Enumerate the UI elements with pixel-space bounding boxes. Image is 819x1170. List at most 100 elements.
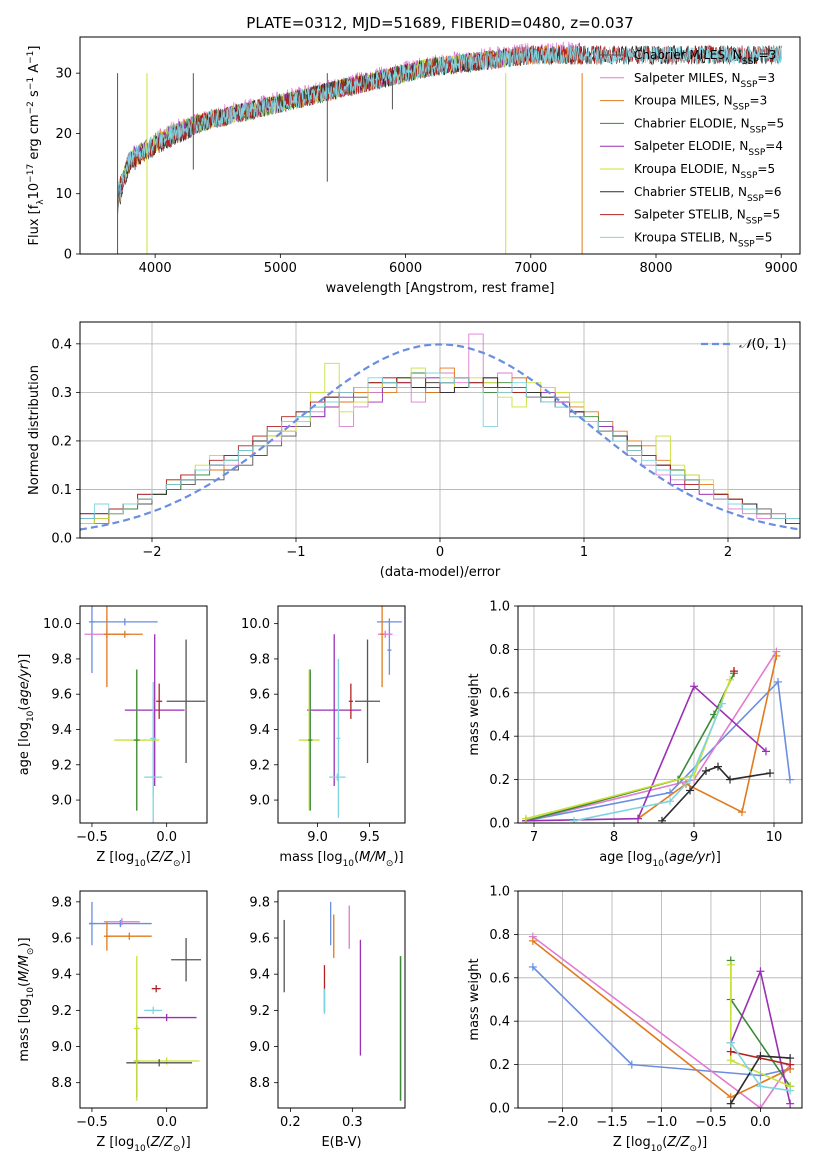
x-tick-label: 0.2 (280, 1115, 301, 1130)
legend-label: Kroupa MILES, NSSP=3 (634, 94, 767, 113)
y-tick-label: 9.2 (51, 1004, 72, 1019)
y-tick-label: 9.4 (249, 723, 270, 738)
x-tick-label: 9 (690, 830, 698, 845)
x-axis-label: Z [log10(Z/Z⊙)] (96, 1135, 190, 1154)
y-tick-label: 0.2 (489, 1058, 510, 1073)
x-tick-label: −1 (286, 545, 305, 560)
y-tick-label: 9.6 (51, 688, 72, 703)
x-tick-label: 0.0 (750, 1115, 771, 1130)
y-tick-label: 0.0 (489, 817, 510, 832)
x-tick-label: −2 (142, 545, 161, 560)
x-axis-label: age [log10(age/yr)] (599, 850, 721, 869)
y-tick-label: 0.1 (51, 483, 72, 498)
legend-label: Chabrier ELODIE, NSSP=5 (634, 116, 784, 135)
age-vs-metallicity-panel: −0.5 0.0 9.0 9.2 9.4 9.6 9.8 10.0 Z [log10(Z/Z⊙)… (17, 605, 208, 869)
spectrum-legend: Chabrier MILES, NSSP=3 Salpeter MILES, NS… (600, 48, 784, 249)
x-tick-label: 6000 (389, 261, 422, 276)
y-tick-label: 0.0 (51, 532, 72, 547)
weight-series-line (637, 655, 778, 820)
y-tick-label: 9.0 (51, 1040, 72, 1055)
legend-label: 𝒩(0, 1) (739, 337, 786, 352)
y-tick-label: 0.3 (51, 386, 72, 401)
y-tick-label: 9.8 (249, 895, 270, 910)
residual-histogram-panel: −2 −1 0 1 2 0.0 0.1 0.2 0.3 0.4 (data-model)/error… (27, 321, 801, 580)
y-tick-label: 10 (55, 187, 72, 202)
x-tick-label: 0.0 (156, 1115, 177, 1130)
y-tick-label: 0.8 (489, 928, 510, 943)
x-tick-label: 8 (610, 830, 618, 845)
weight-age-frame (517, 605, 803, 824)
legend-label: Salpeter MILES, NSSP=3 (634, 71, 775, 90)
weight-series-line (525, 679, 731, 820)
x-tick-label: −1.0 (646, 1115, 678, 1130)
x-tick-label: −0.5 (76, 1115, 108, 1130)
x-tick-label: 1 (580, 545, 588, 560)
y-tick-label: 0.0 (489, 1102, 510, 1117)
y-tick-label: 10.0 (43, 617, 72, 632)
legend-label: Salpeter STELIB, NSSP=5 (634, 208, 780, 227)
x-tick-label: −0.5 (695, 1115, 727, 1130)
mass-extinction-frame (277, 890, 406, 1109)
y-tick-label: 30 (55, 67, 72, 82)
mass-metallicity-frame (79, 890, 208, 1109)
x-tick-label: 5000 (264, 261, 297, 276)
x-tick-label: −0.5 (76, 830, 108, 845)
spectrum-panel: 4000 5000 6000 7000 8000 9000 0 10 20 30 wavelengt… (26, 36, 801, 296)
y-tick-label: 9.8 (51, 895, 72, 910)
y-axis-label: Normed distribution (27, 365, 42, 495)
weight-series-line (661, 765, 771, 822)
x-tick-label: 9.0 (307, 830, 328, 845)
y-tick-label: 9.2 (51, 758, 72, 773)
y-tick-label: 0.2 (51, 434, 72, 449)
y-tick-label: 0.2 (489, 773, 510, 788)
x-axis-label: wavelength [Angstrom, rest frame] (326, 281, 555, 296)
legend-label: Chabrier STELIB, NSSP=6 (634, 185, 782, 204)
x-tick-label: 4000 (139, 261, 172, 276)
spectrum-series-line (117, 41, 582, 204)
legend-label: Kroupa ELODIE, NSSP=5 (634, 162, 775, 181)
x-tick-label: 9000 (765, 261, 798, 276)
y-tick-label: 0.8 (489, 643, 510, 658)
y-tick-label: 8.8 (51, 1076, 72, 1091)
x-tick-label: 8000 (639, 261, 672, 276)
y-tick-label: 0.6 (489, 686, 510, 701)
y-tick-label: 9.2 (249, 1004, 270, 1019)
normal-reference-curve (80, 343, 800, 531)
mass-weight-vs-metallicity-panel: −2.0 −1.5 −1.0 −0.5 0.0 0.0 0.2 0.4 0.6 0.8 1.0 Z [… (467, 885, 803, 1154)
y-axis-label: mass weight (467, 673, 482, 755)
spectrum-series-line (117, 44, 782, 204)
y-axis-label: Flux [fλ10−17 erg cm−2 s−1 A−1] (26, 46, 46, 246)
x-tick-label: 7 (530, 830, 538, 845)
x-tick-label: −1.5 (596, 1115, 628, 1130)
y-tick-label: 0 (64, 248, 72, 263)
y-tick-label: 9.2 (249, 758, 270, 773)
weight-metallicity-frame (517, 890, 803, 1109)
legend-label: Kroupa STELIB, NSSP=5 (634, 230, 772, 249)
x-axis-label: Z [log10(Z/Z⊙)] (613, 1135, 707, 1154)
y-tick-label: 9.0 (51, 794, 72, 809)
y-tick-label: 9.6 (51, 932, 72, 947)
x-axis-label: Z [log10(Z/Z⊙)] (96, 850, 190, 869)
x-tick-label: 0.3 (342, 1115, 363, 1130)
mass-weight-vs-age-panel: 7 8 9 10 0.0 0.2 0.4 0.6 0.8 1.0 age [log10(age/yr… (467, 600, 803, 869)
x-axis-label: (data-model)/error (380, 565, 501, 580)
y-axis-label: mass weight (467, 958, 482, 1040)
x-axis-label: mass [log10(M/M⊙)] (279, 850, 403, 869)
x-tick-label: 2 (724, 545, 732, 560)
x-tick-label: −2.0 (547, 1115, 579, 1130)
mass-vs-metallicity-panel: −0.5 0.0 8.8 9.0 9.2 9.4 9.6 9.8 Z [log10(Z/Z⊙)]… (17, 890, 208, 1154)
x-tick-label: 9.5 (359, 830, 380, 845)
weight-series-line (532, 935, 791, 1108)
y-axis-label: mass [log10(M/M⊙)] (17, 937, 36, 1061)
y-tick-label: 20 (55, 127, 72, 142)
y-tick-label: 9.0 (249, 794, 270, 809)
y-tick-label: 9.8 (51, 652, 72, 667)
y-tick-label: 0.4 (51, 337, 72, 352)
y-tick-label: 9.4 (51, 723, 72, 738)
y-tick-label: 0.4 (489, 1015, 510, 1030)
y-tick-label: 9.6 (249, 688, 270, 703)
figure-title: PLATE=0312, MJD=51689, FIBERID=0480, z=0… (246, 14, 633, 32)
x-tick-label: 7000 (514, 261, 547, 276)
spectrum-frame (79, 36, 801, 255)
